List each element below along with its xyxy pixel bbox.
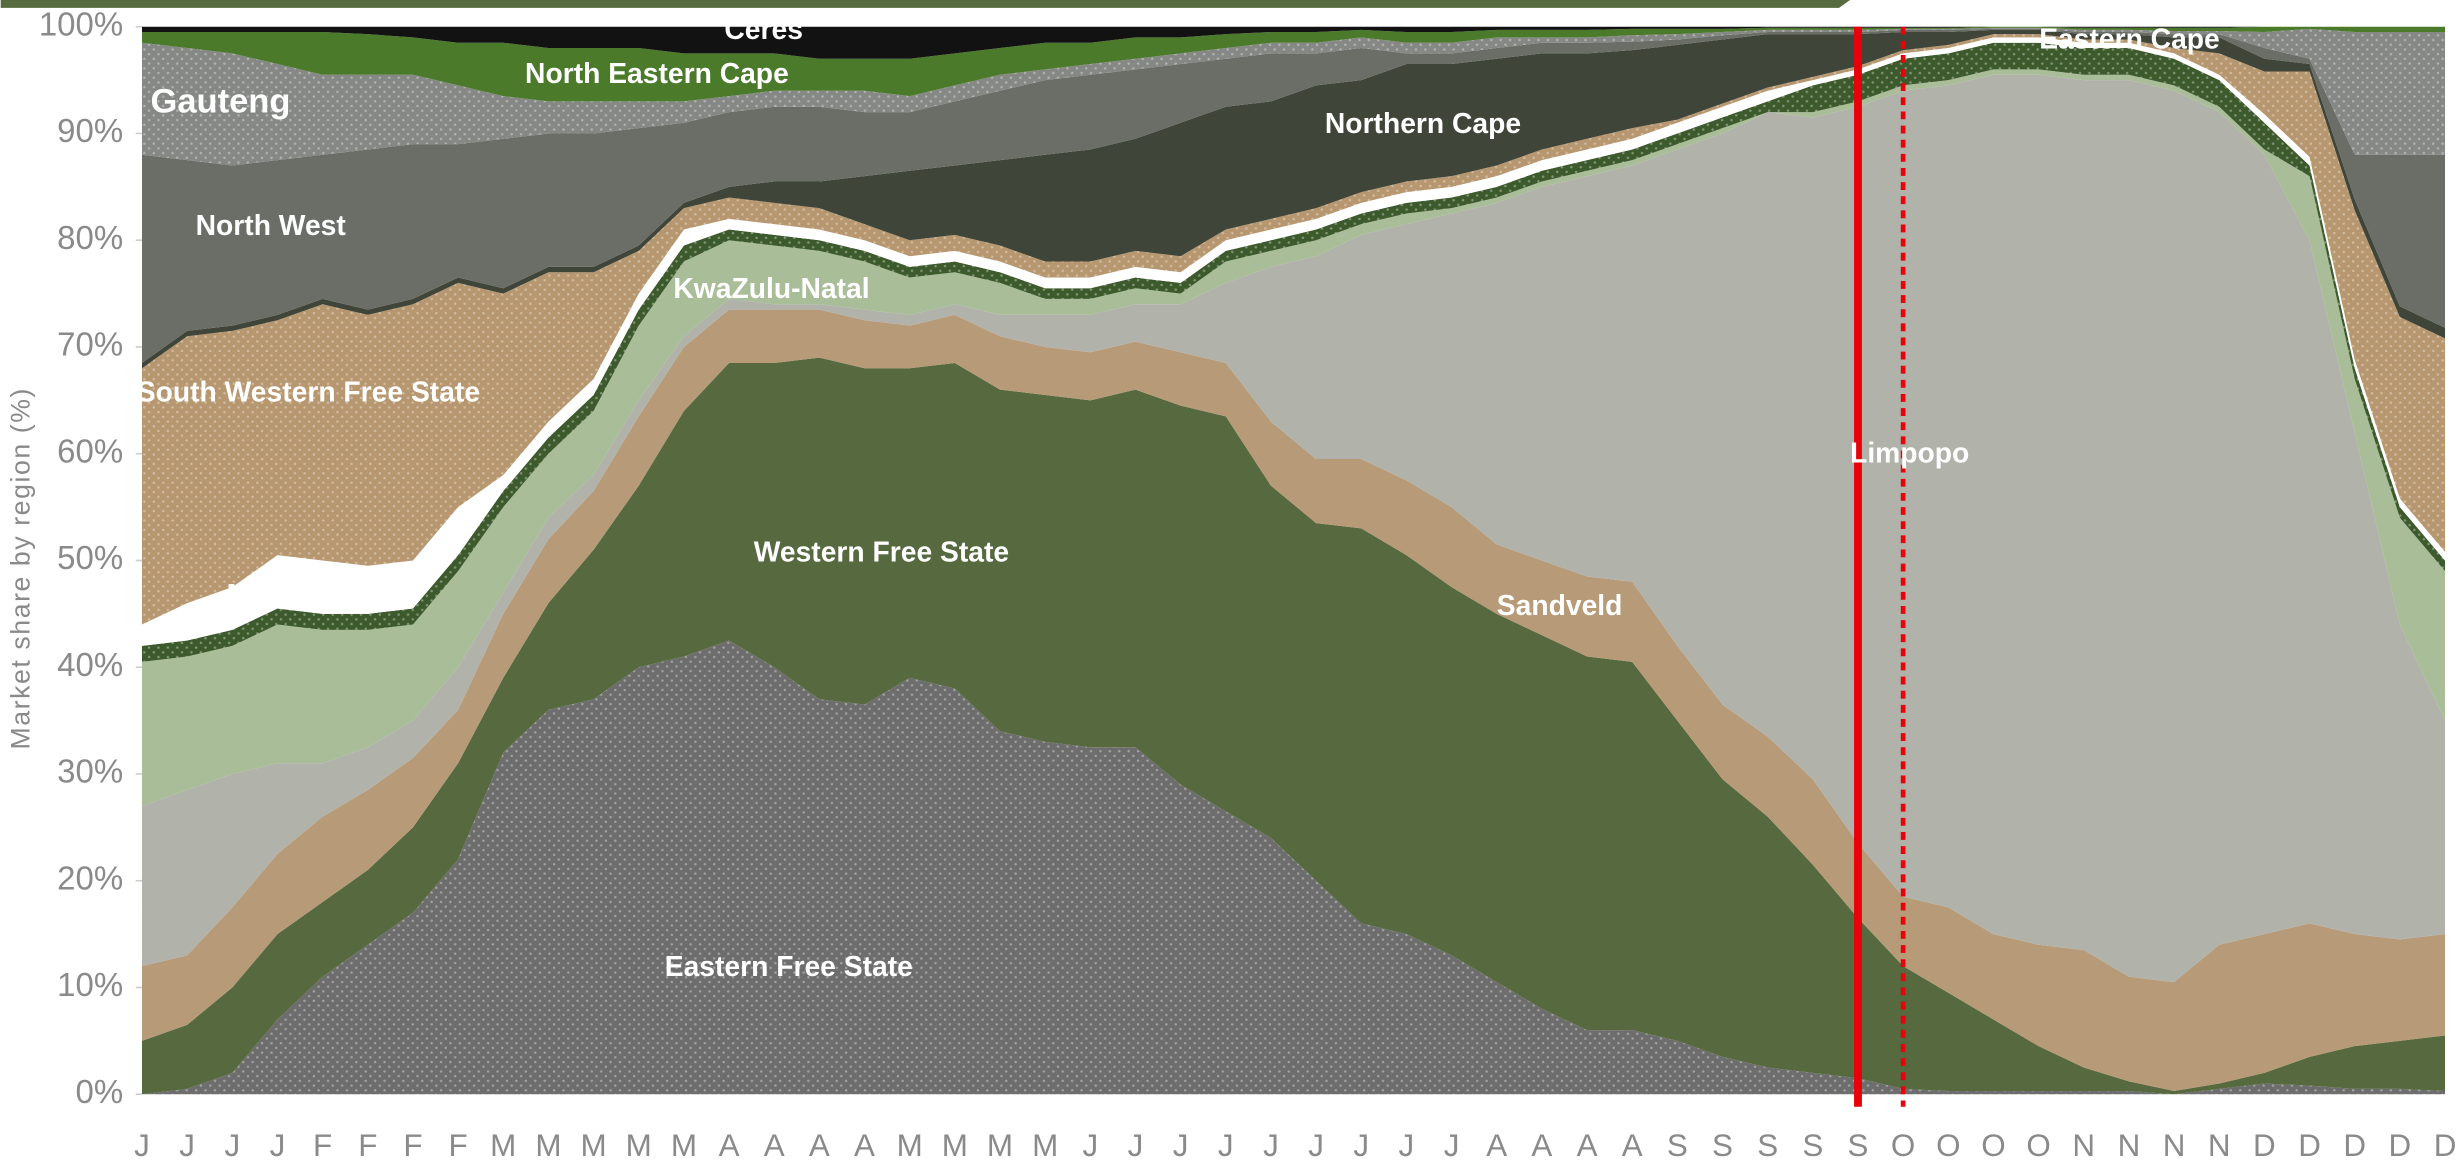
y-tick-label: 20% (57, 859, 123, 896)
series-label: Sandveld (1497, 589, 1623, 621)
x-tick-label: J (1399, 1128, 1415, 1163)
x-tick-label: S (1757, 1128, 1778, 1163)
area (141, 69, 2446, 806)
x-tick-label: A (809, 1128, 830, 1163)
y-tick-label: 70% (57, 326, 123, 363)
y-tick-label: 0% (76, 1073, 124, 1110)
x-tick-label: S (1802, 1128, 1823, 1163)
x-tick-label: J (1173, 1128, 1189, 1163)
x-tick-label: S (1712, 1128, 1733, 1163)
x-tick-label: F (358, 1128, 377, 1163)
x-tick-label: F (403, 1128, 422, 1163)
x-tick-label: A (1531, 1128, 1552, 1163)
x-tick-label: M (942, 1128, 968, 1163)
x-tick-label: O (1936, 1128, 1960, 1163)
series-label: Ceres (724, 13, 803, 45)
area (141, 357, 2446, 1095)
series-label: South Western Free State (137, 376, 480, 408)
y-tick-label: 10% (57, 966, 123, 1003)
x-tick-label: M (535, 1128, 561, 1163)
series-label: Eastern Cape (2039, 22, 2220, 54)
series-label: North West (196, 209, 347, 241)
x-tick-label: F (449, 1128, 468, 1163)
x-tick-label: J (1128, 1128, 1144, 1163)
series-label: North Eastern Cape (525, 57, 789, 89)
x-tick-label: M (671, 1128, 697, 1163)
x-tick-label: A (1622, 1128, 1643, 1163)
series-label: KwaZulu-Natal (673, 272, 869, 304)
y-tick-label: 60% (57, 432, 123, 469)
area (141, 309, 2446, 1092)
x-tick-label: M (580, 1128, 606, 1163)
series-label: Eastern Free State (665, 950, 913, 982)
x-tick-label: O (1891, 1128, 1915, 1163)
series-label: Gauteng (150, 83, 290, 121)
area (141, 74, 2446, 983)
x-tick-label: S (1667, 1128, 1688, 1163)
series-label: Western Free State (754, 536, 1009, 568)
x-tick-label: J (270, 1128, 286, 1163)
area (141, 26, 2446, 102)
x-tick-label: M (897, 1128, 923, 1163)
x-tick-label: O (2026, 1128, 2050, 1163)
area (141, 28, 2446, 363)
x-tick-label: J (1353, 1128, 1369, 1163)
reference-lines (1854, 26, 1906, 1107)
x-tick-label: D (2298, 1128, 2321, 1163)
axes: 0%10%20%30%40%50%60%70%80%90%100%J J J J F F F… (39, 5, 2457, 1162)
x-tick-label: J (224, 1128, 240, 1163)
x-tick-label: J (179, 1128, 195, 1163)
x-tick-label: D (2434, 1128, 2457, 1163)
x-tick-label: O (1981, 1128, 2005, 1163)
x-tick-label: M (987, 1128, 1013, 1163)
area (141, 37, 2446, 646)
series-label: Mpumalanga (227, 578, 400, 610)
y-tick-label: 90% (57, 112, 123, 149)
x-tick-label: A (764, 1128, 785, 1163)
x-tick-label: J (1082, 1128, 1098, 1163)
x-tick-label: N (2208, 1128, 2231, 1163)
area (141, 34, 2446, 625)
area (141, 26, 2446, 59)
x-tick-label: J (1218, 1128, 1234, 1163)
x-tick-label: D (2343, 1128, 2366, 1163)
x-tick-label: A (854, 1128, 875, 1163)
x-tick-label: J (1308, 1128, 1324, 1163)
x-tick-label: J (1444, 1128, 1460, 1163)
x-tick-label: D (2253, 1128, 2276, 1163)
x-tick-label: N (2163, 1128, 2186, 1163)
x-tick-label: A (719, 1128, 740, 1163)
x-tick-label: A (1486, 1128, 1507, 1163)
x-tick-label: J (134, 1128, 150, 1163)
x-tick-label: N (2118, 1128, 2141, 1163)
y-tick-label: 30% (57, 753, 123, 790)
y-tick-label: 80% (57, 219, 123, 256)
header-bar (0, 0, 1851, 8)
labels: Eastern Free State Western Free State Sand… (137, 13, 2220, 982)
x-tick-label: F (313, 1128, 332, 1163)
x-tick-label: J (1263, 1128, 1279, 1163)
x-tick-label: M (1032, 1128, 1058, 1163)
y-tick-label: 40% (57, 646, 123, 683)
series-label: Northern Cape (1325, 107, 1521, 139)
y-axis-title: Market share by region (%) (6, 387, 36, 749)
areas (141, 26, 2446, 1095)
x-tick-label: A (1577, 1128, 1598, 1163)
x-tick-label: M (490, 1128, 516, 1163)
x-tick-label: S (1848, 1128, 1869, 1163)
x-tick-label: D (2389, 1128, 2412, 1163)
x-tick-label: N (2072, 1128, 2095, 1163)
y-tick-label: 50% (57, 539, 123, 576)
x-tick-label: M (626, 1128, 652, 1163)
area (141, 640, 2446, 1095)
area (141, 29, 2446, 369)
series-label: Limpopo (1850, 437, 1969, 469)
y-tick-label: 100% (39, 5, 123, 42)
